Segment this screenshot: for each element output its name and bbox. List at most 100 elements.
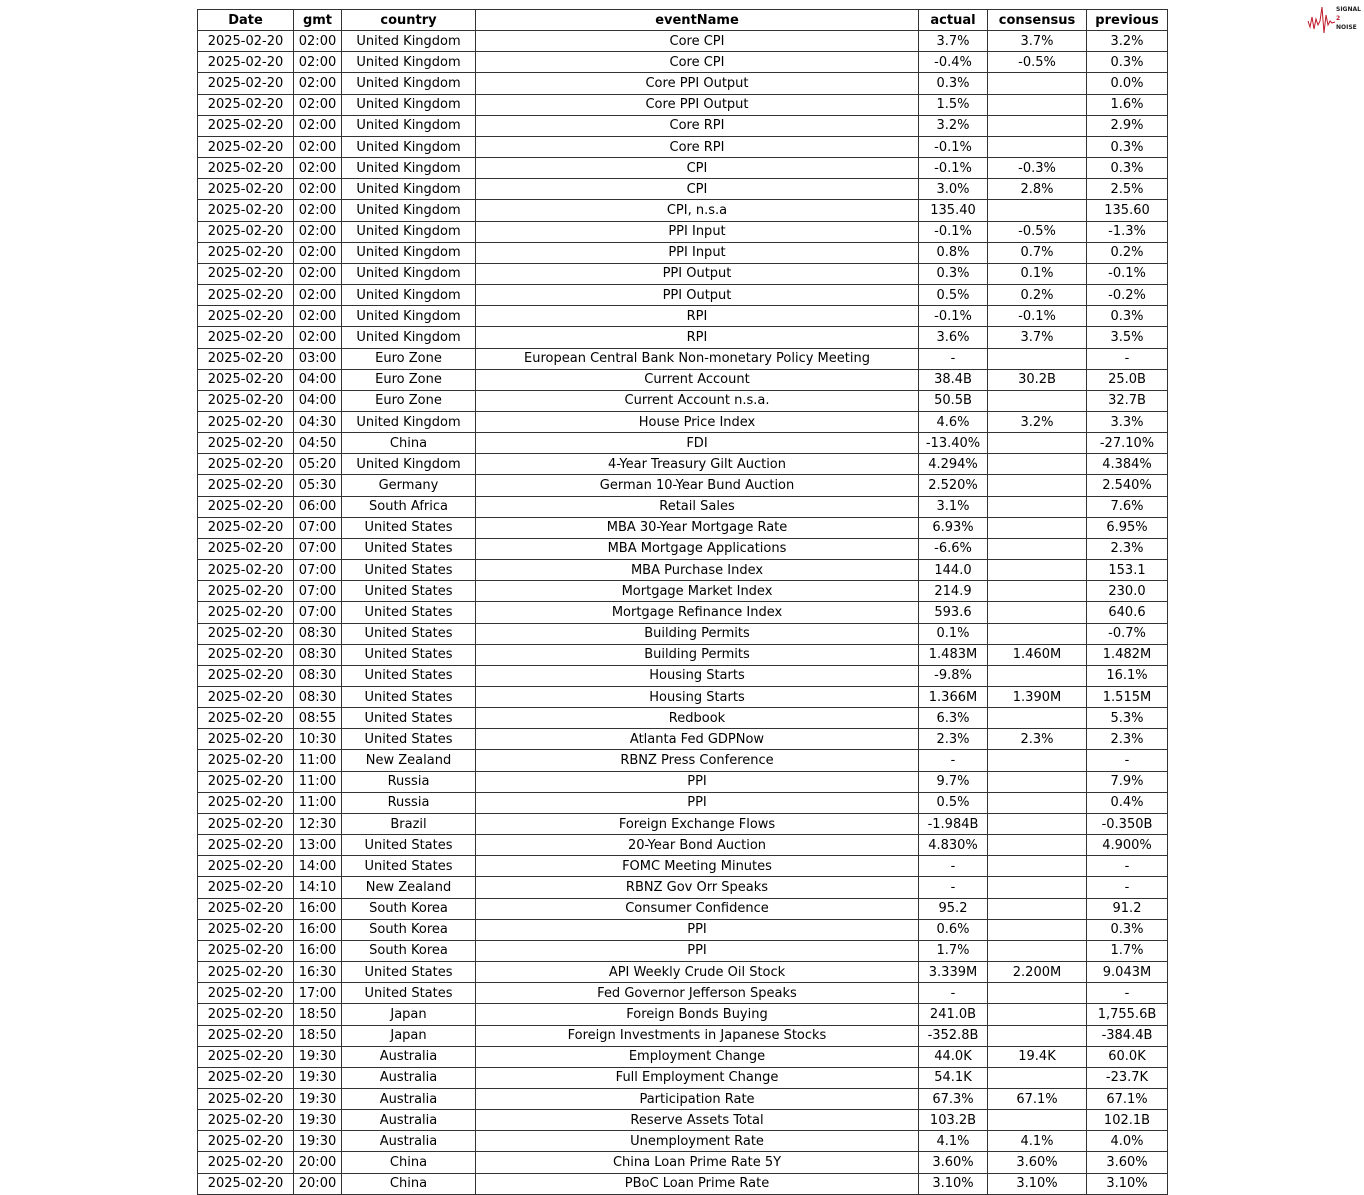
cell-previous: 5.3% bbox=[1086, 707, 1168, 730]
cell-country: United Kingdom bbox=[341, 157, 476, 180]
cell-country: United States bbox=[341, 855, 476, 878]
cell-event-name: PPI bbox=[475, 939, 919, 963]
cell-consensus: -0.5% bbox=[987, 220, 1087, 243]
column-header-actual: actual bbox=[918, 8, 988, 32]
cell-event-name: PPI bbox=[475, 770, 919, 793]
cell-gmt: 02:00 bbox=[293, 30, 342, 53]
cell-consensus bbox=[987, 135, 1087, 159]
cell-consensus bbox=[987, 855, 1087, 878]
cell-previous: -1.3% bbox=[1086, 220, 1168, 243]
cell-gmt: 04:50 bbox=[293, 432, 342, 455]
table-body: 2025-02-20 02:00 United Kingdom Core CPI 3.7… bbox=[197, 30, 1168, 1195]
cell-gmt: 10:30 bbox=[293, 728, 342, 751]
table-header-row: Date gmt country eventName actual consensus pr… bbox=[197, 8, 1168, 32]
cell-date: 2025-02-20 bbox=[197, 855, 294, 878]
cell-date: 2025-02-20 bbox=[197, 389, 294, 412]
cell-actual: -0.1% bbox=[918, 157, 988, 180]
table-row: 2025-02-20 02:00 United Kingdom CPI -0.1% -0.… bbox=[197, 157, 1168, 180]
cell-event-name: RPI bbox=[475, 326, 919, 349]
cell-date: 2025-02-20 bbox=[197, 1172, 294, 1195]
cell-event-name: Fed Governor Jefferson Speaks bbox=[475, 982, 919, 1005]
cell-consensus bbox=[987, 347, 1087, 370]
cell-gmt: 14:10 bbox=[293, 876, 342, 899]
cell-country: Euro Zone bbox=[341, 389, 476, 412]
cell-event-name: Building Permits bbox=[475, 643, 919, 666]
cell-actual: 135.40 bbox=[918, 199, 988, 222]
cell-gmt: 16:00 bbox=[293, 918, 342, 941]
cell-country: Japan bbox=[341, 1024, 476, 1047]
cell-consensus: 67.1% bbox=[987, 1087, 1087, 1111]
cell-previous: 0.3% bbox=[1086, 51, 1168, 74]
cell-date: 2025-02-20 bbox=[197, 580, 294, 603]
cell-previous: 67.1% bbox=[1086, 1087, 1168, 1111]
cell-previous: -23.7K bbox=[1086, 1066, 1168, 1089]
cell-country: Japan bbox=[341, 1003, 476, 1026]
cell-previous: 0.4% bbox=[1086, 791, 1168, 814]
cell-event-name: Retail Sales bbox=[475, 495, 919, 518]
cell-actual: 1.7% bbox=[918, 939, 988, 963]
cell-previous: 3.2% bbox=[1086, 30, 1168, 53]
cell-country: United States bbox=[341, 516, 476, 539]
cell-date: 2025-02-20 bbox=[197, 220, 294, 243]
table-row: 2025-02-20 19:30 Australia Employment Chang… bbox=[197, 1045, 1168, 1068]
cell-gmt: 08:55 bbox=[293, 707, 342, 730]
cell-country: South Africa bbox=[341, 495, 476, 518]
cell-actual: -9.8% bbox=[918, 664, 988, 688]
cell-event-name: 4-Year Treasury Gilt Auction bbox=[475, 453, 919, 476]
cell-event-name: RBNZ Press Conference bbox=[475, 749, 919, 772]
cell-gmt: 02:00 bbox=[293, 305, 342, 328]
cell-consensus bbox=[987, 495, 1087, 518]
cell-consensus bbox=[987, 834, 1087, 857]
cell-actual: 3.0% bbox=[918, 178, 988, 201]
table-row: 2025-02-20 19:30 Australia Participation Ra… bbox=[197, 1087, 1168, 1111]
cell-actual: 95.2 bbox=[918, 897, 988, 920]
table-row: 2025-02-20 14:10 New Zealand RBNZ Gov Orr S… bbox=[197, 876, 1168, 899]
cell-consensus bbox=[987, 939, 1087, 963]
cell-date: 2025-02-20 bbox=[197, 812, 294, 836]
table-row: 2025-02-20 11:00 Russia PPI 0.5% 0.4% bbox=[197, 791, 1168, 814]
cell-country: United Kingdom bbox=[341, 178, 476, 201]
table-row: 2025-02-20 04:00 Euro Zone Current Account 3… bbox=[197, 368, 1168, 391]
cell-country: United Kingdom bbox=[341, 51, 476, 74]
cell-gmt: 08:30 bbox=[293, 685, 342, 709]
cell-event-name: Core CPI bbox=[475, 51, 919, 74]
table-row: 2025-02-20 02:00 United Kingdom PPI Output 0… bbox=[197, 262, 1168, 286]
cell-country: United States bbox=[341, 601, 476, 624]
table-row: 2025-02-20 07:00 United States Mortgage Ref… bbox=[197, 601, 1168, 624]
cell-country: United States bbox=[341, 537, 476, 561]
cell-date: 2025-02-20 bbox=[197, 495, 294, 518]
cell-actual: -0.1% bbox=[918, 220, 988, 243]
table-row: 2025-02-20 04:00 Euro Zone Current Account … bbox=[197, 389, 1168, 412]
cell-event-name: PPI bbox=[475, 791, 919, 814]
cell-consensus bbox=[987, 580, 1087, 603]
cell-previous: 640.6 bbox=[1086, 601, 1168, 624]
cell-gmt: 19:30 bbox=[293, 1087, 342, 1111]
cell-gmt: 07:00 bbox=[293, 516, 342, 539]
cell-date: 2025-02-20 bbox=[197, 664, 294, 688]
cell-previous: 0.3% bbox=[1086, 305, 1168, 328]
waveform-icon bbox=[1307, 6, 1336, 34]
cell-consensus bbox=[987, 918, 1087, 941]
cell-previous: 0.0% bbox=[1086, 72, 1168, 95]
cell-date: 2025-02-20 bbox=[197, 791, 294, 814]
cell-previous: 3.5% bbox=[1086, 326, 1168, 349]
cell-country: China bbox=[341, 1172, 476, 1195]
cell-consensus bbox=[987, 516, 1087, 539]
cell-consensus: 3.7% bbox=[987, 30, 1087, 53]
cell-consensus: 3.2% bbox=[987, 410, 1087, 434]
logo-text-2: 2 bbox=[1336, 15, 1341, 22]
cell-actual: -6.6% bbox=[918, 537, 988, 561]
cell-previous: - bbox=[1086, 855, 1168, 878]
cell-actual: 3.10% bbox=[918, 1172, 988, 1195]
cell-country: Australia bbox=[341, 1066, 476, 1089]
cell-consensus bbox=[987, 453, 1087, 476]
cell-previous: 1.515M bbox=[1086, 685, 1168, 709]
cell-previous: 1.7% bbox=[1086, 939, 1168, 963]
cell-gmt: 02:00 bbox=[293, 220, 342, 243]
cell-date: 2025-02-20 bbox=[197, 1087, 294, 1111]
cell-event-name: Mortgage Market Index bbox=[475, 580, 919, 603]
column-header-consensus: consensus bbox=[987, 8, 1087, 32]
cell-consensus bbox=[987, 389, 1087, 412]
cell-country: United States bbox=[341, 982, 476, 1005]
cell-consensus: 0.1% bbox=[987, 262, 1087, 286]
